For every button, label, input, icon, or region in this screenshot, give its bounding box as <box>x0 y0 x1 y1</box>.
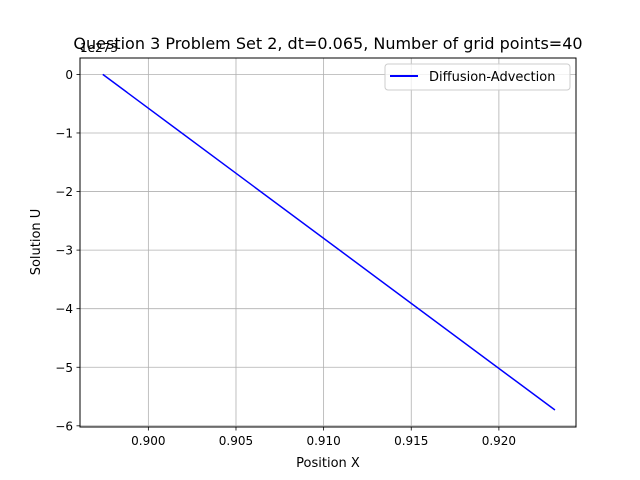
y-tick-label: −6 <box>55 419 73 433</box>
y-tick-label: −1 <box>55 126 73 140</box>
legend-label: Diffusion-Advection <box>429 70 555 85</box>
chart-title: Question 3 Problem Set 2, dt=0.065, Numb… <box>73 34 582 53</box>
plot-frame <box>79 57 577 428</box>
x-axis-label: Position X <box>296 456 360 471</box>
y-axis-label: Solution U <box>29 209 44 276</box>
x-tick-label: 0.915 <box>394 434 428 448</box>
x-tick-label: 0.910 <box>306 434 340 448</box>
series-lines <box>102 73 556 411</box>
y-tick-label: −5 <box>55 361 73 375</box>
y-tick-label: 0 <box>65 68 73 82</box>
x-tick-label: 0.920 <box>482 434 516 448</box>
x-tick-label: 0.905 <box>219 434 253 448</box>
series-line <box>102 73 556 411</box>
x-tick-label: 0.900 <box>131 434 165 448</box>
y-tick-label: −3 <box>55 244 73 258</box>
y-ticks: 0 −1 −2 −3 −4 −5 −6 <box>55 68 80 433</box>
x-ticks: 0.900 0.905 0.910 0.915 0.920 <box>131 427 516 448</box>
offset-text: 1e273 <box>80 41 118 55</box>
legend-box <box>384 63 571 91</box>
y-tick-label: −4 <box>55 302 73 316</box>
legend: Diffusion-Advection <box>384 63 571 91</box>
grid-lines <box>80 58 576 427</box>
y-tick-label: −2 <box>55 185 73 199</box>
